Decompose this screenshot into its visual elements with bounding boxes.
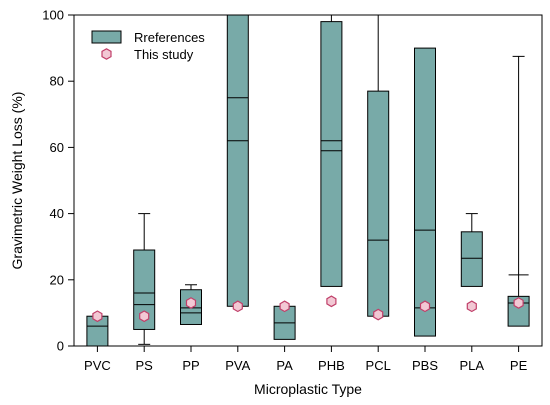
box-pcl bbox=[367, 14, 390, 317]
legend-label-references: Rreferences bbox=[134, 30, 205, 45]
y-tick-label: 60 bbox=[50, 140, 64, 155]
box-iqr bbox=[320, 21, 343, 287]
box-iqr bbox=[507, 295, 530, 327]
this-study-point-ps bbox=[139, 310, 150, 323]
legend: Rreferences This study bbox=[91, 30, 205, 62]
box-pva bbox=[226, 14, 249, 307]
y-tick-label: 0 bbox=[57, 339, 64, 354]
x-tick-label: PHB bbox=[318, 358, 345, 373]
this-study-point-pva bbox=[232, 300, 243, 313]
legend-box-swatch bbox=[91, 30, 122, 44]
this-study-point-pla bbox=[466, 300, 477, 313]
x-tick-label: PA bbox=[276, 358, 293, 373]
y-tick-label: 40 bbox=[50, 206, 64, 221]
box-pla bbox=[460, 213, 483, 287]
this-study-point-pe bbox=[513, 297, 524, 309]
x-tick-label: PVA bbox=[225, 358, 250, 373]
x-tick-label: PBS bbox=[412, 358, 438, 373]
x-tick-label: PVC bbox=[84, 358, 111, 373]
this-study-point-pvc bbox=[92, 310, 103, 323]
y-axis-title: Gravimetric Weight Loss (%) bbox=[9, 92, 25, 270]
this-study-point-phb bbox=[326, 295, 337, 308]
box-phb bbox=[320, 14, 343, 287]
y-tick-label: 80 bbox=[50, 74, 64, 89]
this-study-point-pcl bbox=[373, 308, 384, 321]
y-tick-label: 100 bbox=[42, 8, 64, 23]
this-study-point-pp bbox=[185, 297, 197, 309]
x-tick-label: PS bbox=[136, 358, 154, 373]
x-tick-label: PCL bbox=[366, 358, 391, 373]
x-tick-label: PE bbox=[510, 358, 528, 373]
box-iqr bbox=[133, 249, 156, 330]
plot-frame bbox=[73, 14, 543, 347]
y-tick-label: 20 bbox=[50, 272, 64, 287]
box-pbs bbox=[414, 47, 436, 337]
box-iqr bbox=[414, 47, 436, 337]
box-iqr bbox=[367, 90, 390, 317]
this-study-point-pbs bbox=[419, 300, 431, 313]
this-study-point-pa bbox=[279, 300, 290, 313]
x-tick-label: PP bbox=[182, 358, 199, 373]
box-iqr bbox=[226, 14, 249, 307]
box-iqr bbox=[460, 231, 483, 287]
x-axis: PVC PS PP PVA PA PHB PCL PBS PLA PE bbox=[84, 346, 528, 373]
legend-hexagon-swatch bbox=[101, 48, 112, 60]
y-axis: 0 20 40 60 80 100 bbox=[42, 8, 74, 354]
x-tick-label: PLA bbox=[460, 358, 485, 373]
legend-label-this-study: This study bbox=[134, 47, 194, 62]
box-pe bbox=[507, 55, 530, 327]
box-ps bbox=[133, 213, 156, 345]
x-axis-title: Microplastic Type bbox=[254, 381, 362, 397]
plot-area bbox=[86, 14, 530, 347]
